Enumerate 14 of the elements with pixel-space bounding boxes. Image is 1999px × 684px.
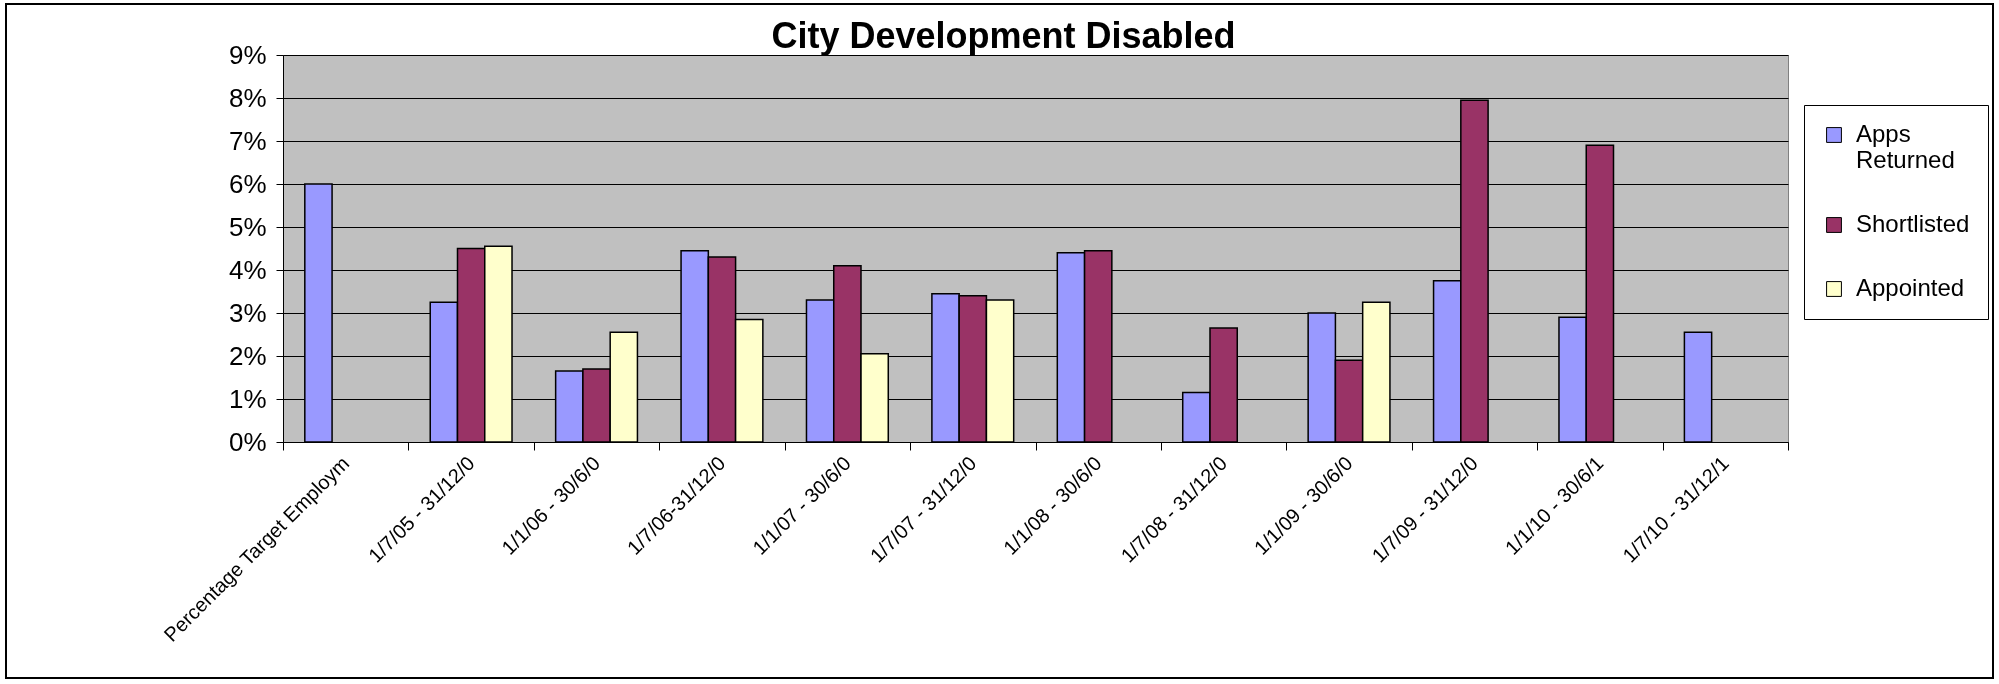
- y-tick-label: 4%: [228, 254, 267, 285]
- y-tick-label: 0%: [228, 426, 267, 457]
- legend-label: Appointed: [1856, 274, 1965, 301]
- y-tick-label: 7%: [228, 125, 267, 156]
- y-tick-label: 1%: [228, 383, 267, 414]
- y-tick-label: 2%: [228, 340, 267, 371]
- chart-title: City Development Disabled: [771, 15, 1236, 56]
- y-tick-label: 3%: [228, 297, 267, 328]
- legend-label: Shortlisted: [1856, 210, 1970, 237]
- y-tick-label: 6%: [228, 168, 267, 199]
- legend-label: Apps Returned: [1856, 120, 1955, 173]
- y-tick-label: 8%: [228, 82, 267, 113]
- y-tick-label: 5%: [228, 211, 267, 242]
- y-tick-label: 9%: [228, 39, 267, 70]
